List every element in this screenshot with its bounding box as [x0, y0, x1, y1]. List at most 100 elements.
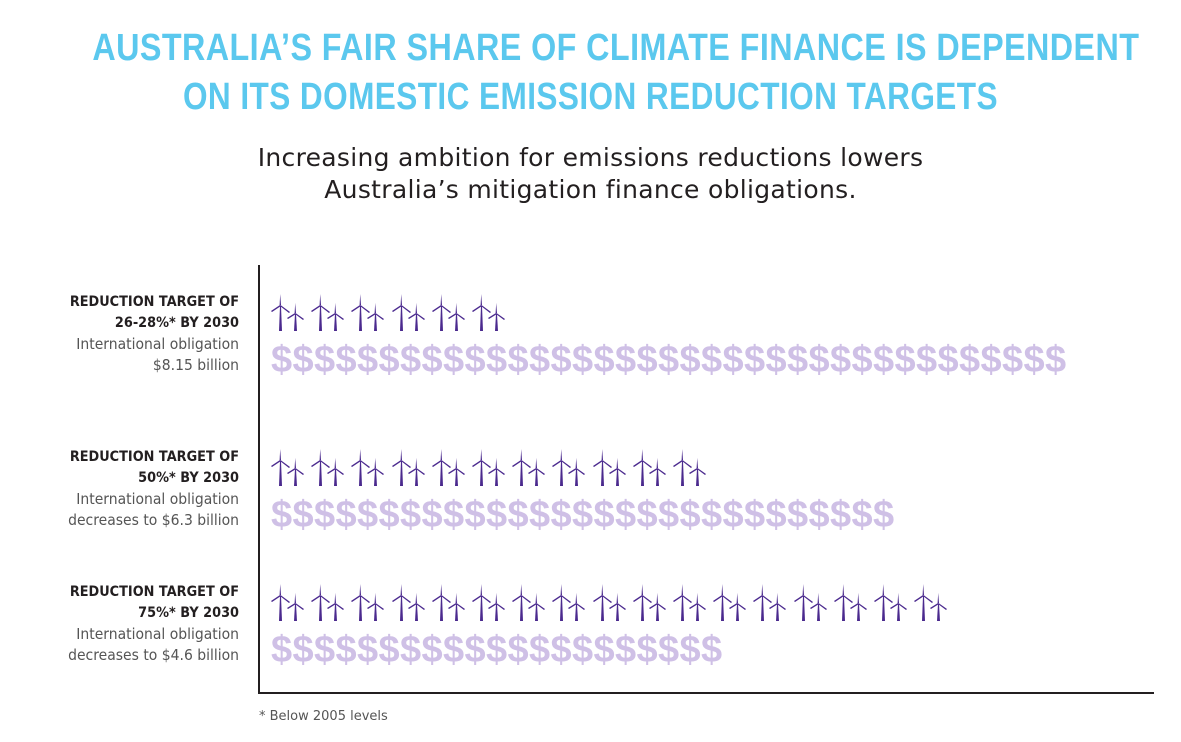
dollar-sign-icon: $ — [443, 629, 465, 671]
dollar-sign-icon: $ — [1002, 339, 1024, 381]
dollar-sign-icon: $ — [679, 339, 701, 381]
wind-turbine-pair-icon — [271, 449, 304, 486]
dollar-sign-icon: $ — [314, 339, 336, 381]
wind-turbine-pair-icon — [472, 294, 505, 331]
dollar-sign-icon: $ — [314, 629, 336, 671]
dollar-sign-icon: $ — [464, 494, 486, 536]
obligation-label-line: $8.15 billion — [152, 356, 239, 374]
dollar-sign-icon: $ — [658, 494, 680, 536]
dollar-sign-icon: $ — [1023, 339, 1045, 381]
dollar-sign-icon: $ — [701, 494, 723, 536]
dollar-sign-icon: $ — [378, 629, 400, 671]
wind-turbine-pair-icon — [351, 584, 385, 621]
dollar-sign-icon: $ — [357, 494, 379, 536]
dollar-sign-icon: $ — [421, 339, 443, 381]
dollar-sign-icon: $ — [937, 339, 959, 381]
wind-turbine-pair-icon — [914, 584, 948, 621]
dollar-sign-icon: $ — [421, 629, 443, 671]
wind-turbine-pair-icon — [311, 584, 345, 621]
dollar-sign-icon: $ — [572, 494, 594, 536]
dollar-sign-icon: $ — [550, 339, 572, 381]
dollar-row: $$$$$$$$$$$$$$$$$$$$$ — [271, 630, 723, 670]
obligation-label-line: decreases to $4.6 billion — [68, 646, 239, 664]
wind-turbine-pair-icon — [552, 449, 586, 486]
target-label-line: REDUCTION TARGET OF — [69, 449, 239, 465]
wind-turbine-pair-icon — [632, 449, 666, 486]
dollar-sign-icon: $ — [615, 339, 637, 381]
wind-turbine-pair-icon — [472, 449, 505, 486]
wind-turbine-pair-icon — [391, 449, 425, 486]
dollar-sign-icon: $ — [443, 494, 465, 536]
wind-turbine-pair-icon — [472, 584, 505, 621]
dollar-sign-icon: $ — [550, 629, 572, 671]
subtitle-line-1: Increasing ambition for emissions reduct… — [257, 143, 924, 172]
dollar-sign-icon: $ — [357, 629, 379, 671]
dollar-sign-icon: $ — [292, 339, 314, 381]
dollar-sign-icon: $ — [486, 629, 508, 671]
subtitle-line-2: Australia’s mitigation finance obligatio… — [324, 175, 857, 204]
dollar-sign-icon: $ — [787, 339, 809, 381]
wind-turbine-pair-icon — [673, 584, 706, 621]
wind-turbine-pair-icon — [512, 449, 546, 486]
wind-turbine-pair-icon — [512, 584, 546, 621]
dollar-sign-icon: $ — [335, 629, 357, 671]
chart-subtitle: Increasing ambition for emissions reduct… — [0, 142, 1181, 206]
title-line-1: AUSTRALIA’S FAIR SHARE OF CLIMATE FINANC… — [92, 27, 1140, 69]
wind-turbine-pair-icon — [311, 294, 345, 331]
dollar-sign-icon: $ — [765, 339, 787, 381]
dollar-sign-icon: $ — [357, 339, 379, 381]
dollar-sign-icon: $ — [464, 339, 486, 381]
dollar-sign-icon: $ — [550, 494, 572, 536]
dollar-sign-icon: $ — [335, 494, 357, 536]
obligation-label-line: International obligation — [76, 335, 240, 353]
dollar-sign-icon: $ — [335, 339, 357, 381]
wind-turbine-pair-icon — [271, 294, 304, 331]
dollar-sign-icon: $ — [529, 494, 551, 536]
row-label: REDUCTION TARGET OF 50%* BY 2030 Internati… — [0, 447, 239, 531]
dollar-sign-icon: $ — [378, 494, 400, 536]
wind-turbine-pair-icon — [673, 449, 706, 486]
wind-turbine-pair-icon — [592, 449, 626, 486]
wind-turbine-pair-icon — [713, 584, 747, 621]
dollar-sign-icon: $ — [701, 629, 723, 671]
dollar-sign-icon: $ — [873, 494, 895, 536]
wind-turbine-pair-icon — [391, 294, 425, 331]
dollar-sign-icon: $ — [722, 494, 744, 536]
target-label-line: 50%* BY 2030 — [138, 470, 239, 486]
wind-turbine-pair-icon — [431, 584, 465, 621]
dollar-sign-icon: $ — [400, 339, 422, 381]
dollar-sign-icon: $ — [400, 629, 422, 671]
dollar-sign-icon: $ — [765, 494, 787, 536]
dollar-sign-icon: $ — [572, 339, 594, 381]
wind-turbine-pair-icon — [552, 584, 586, 621]
dollar-sign-icon: $ — [787, 494, 809, 536]
dollar-sign-icon: $ — [1045, 339, 1067, 381]
dollar-sign-icon: $ — [808, 494, 830, 536]
dollar-sign-icon: $ — [615, 629, 637, 671]
y-axis-line — [258, 265, 260, 694]
dollar-sign-icon: $ — [529, 629, 551, 671]
dollar-sign-icon: $ — [658, 339, 680, 381]
dollar-sign-icon: $ — [830, 494, 852, 536]
obligation-label-line: International obligation — [76, 490, 240, 508]
dollar-sign-icon: $ — [722, 339, 744, 381]
target-label-line: REDUCTION TARGET OF — [69, 294, 239, 310]
dollar-sign-icon: $ — [615, 494, 637, 536]
dollar-sign-icon: $ — [486, 494, 508, 536]
obligation-label-line: International obligation — [76, 625, 240, 643]
dollar-sign-icon: $ — [378, 339, 400, 381]
dollar-sign-icon: $ — [636, 629, 658, 671]
row-label: REDUCTION TARGET OF 75%* BY 2030 Internati… — [0, 582, 239, 666]
wind-turbine-pair-icon — [431, 294, 465, 331]
wind-turbine-pair-icon — [592, 584, 626, 621]
x-axis-line — [258, 692, 1154, 694]
dollar-sign-icon: $ — [529, 339, 551, 381]
dollar-sign-icon: $ — [421, 494, 443, 536]
dollar-sign-icon: $ — [959, 339, 981, 381]
dollar-sign-icon: $ — [507, 629, 529, 671]
dollar-sign-icon: $ — [873, 339, 895, 381]
dollar-sign-icon: $ — [636, 494, 658, 536]
wind-turbine-pair-icon — [753, 584, 787, 621]
dollar-sign-icon: $ — [679, 629, 701, 671]
dollar-sign-icon: $ — [636, 339, 658, 381]
